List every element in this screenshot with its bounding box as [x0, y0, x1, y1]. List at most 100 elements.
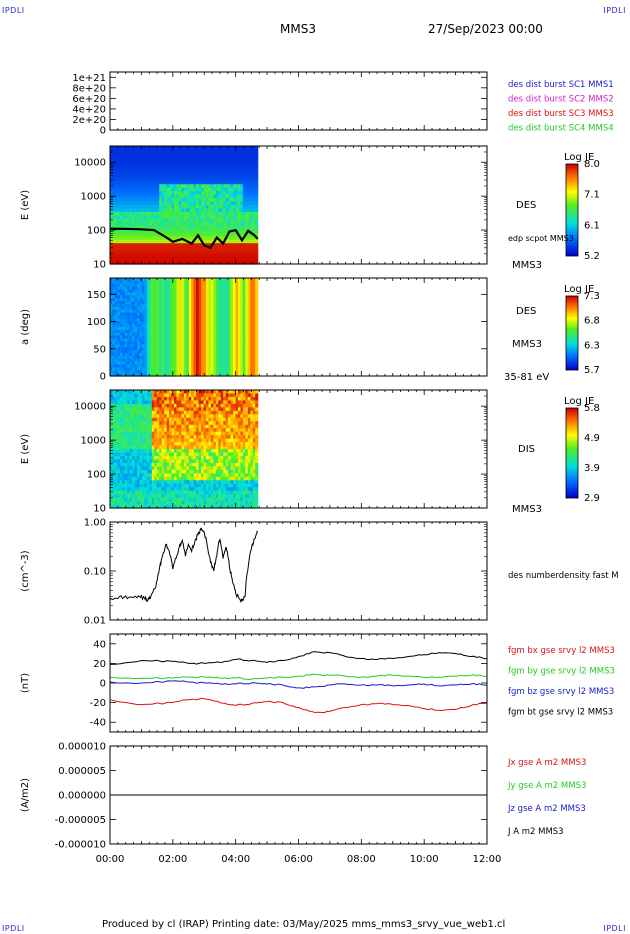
heatmap-cell	[220, 341, 224, 345]
heatmap-cell	[208, 170, 212, 175]
heatmap-cell	[186, 341, 190, 345]
heatmap-cell	[208, 352, 212, 357]
heatmap-cell	[127, 350, 131, 354]
heatmap-cell	[146, 243, 150, 248]
heatmap-cell	[223, 208, 227, 213]
heatmap-cell	[127, 301, 131, 305]
heatmap-cell	[124, 301, 128, 305]
heatmap-cell	[141, 292, 146, 296]
heatmap-cell	[210, 324, 214, 328]
heatmap-cell	[164, 341, 168, 345]
heatmap-cell	[137, 146, 141, 151]
heatmap-cell	[151, 370, 155, 374]
heatmap-cell	[208, 243, 212, 248]
heatmap-cell	[250, 312, 254, 317]
heatmap-cell	[119, 361, 123, 366]
heatmap-cell	[235, 236, 239, 241]
heatmap-cell	[164, 156, 168, 161]
heatmap-cell	[252, 229, 256, 234]
heatmap-cell	[186, 198, 190, 203]
heatmap-cell	[188, 180, 192, 185]
heatmap-cell	[122, 332, 126, 337]
heatmap-cell	[144, 205, 148, 210]
heatmap-cell	[181, 327, 185, 331]
heatmap-cell	[139, 407, 143, 412]
heatmap-cell	[235, 292, 239, 296]
heatmap-cell	[198, 187, 202, 192]
heatmap-cell	[208, 289, 212, 294]
heatmap-cell	[110, 504, 114, 509]
heatmap-cell	[218, 347, 222, 351]
heatmap-cell	[225, 205, 229, 210]
heatmap-cell	[149, 358, 153, 363]
heatmap-cell	[146, 292, 150, 296]
heatmap-cell	[141, 170, 146, 175]
heatmap-cell	[173, 312, 178, 317]
heatmap-cell	[213, 257, 217, 262]
heatmap-cell	[110, 332, 114, 337]
heatmap-cell	[247, 191, 251, 196]
heatmap-cell	[137, 260, 141, 265]
heatmap-cell	[252, 159, 256, 164]
heatmap-cell	[188, 149, 192, 154]
heatmap-cell	[201, 177, 205, 182]
heatmap-cell	[223, 318, 227, 322]
heatmap-cell	[178, 303, 182, 308]
heatmap-cell	[205, 205, 210, 210]
heatmap-cell	[129, 222, 133, 227]
heatmap-cell	[235, 170, 239, 175]
heatmap-cell	[218, 166, 222, 171]
heatmap-cell	[247, 361, 251, 366]
heatmap-cell	[193, 225, 197, 230]
heatmap-cell	[252, 324, 256, 328]
heatmap-cell	[218, 243, 222, 248]
heatmap-cell	[205, 301, 210, 305]
heatmap-cell	[223, 222, 227, 227]
heatmap-cell	[132, 222, 136, 227]
heatmap-cell	[124, 173, 128, 178]
heatmap-cell	[129, 462, 133, 467]
heatmap-cell	[213, 218, 217, 223]
heatmap-cell	[176, 352, 180, 357]
heatmap-cell	[112, 445, 116, 450]
heatmap-cell	[119, 490, 123, 495]
heatmap-cell	[127, 211, 131, 217]
heatmap-cell	[171, 301, 175, 305]
heatmap-cell	[149, 329, 153, 334]
heatmap-cell	[242, 289, 246, 294]
heatmap-cell	[159, 194, 163, 199]
heatmap-cell	[213, 321, 217, 325]
heatmap-cell	[112, 298, 116, 302]
heatmap-cell	[191, 198, 195, 203]
heatmap-cell	[183, 318, 187, 322]
heatmap-cell	[154, 173, 158, 178]
heatmap-cell	[176, 289, 180, 294]
heatmap-cell	[252, 355, 256, 360]
colorbar-title: Log JE	[564, 284, 594, 295]
heatmap-cell	[132, 329, 136, 334]
heatmap-cell	[166, 327, 170, 331]
heatmap-cell	[139, 459, 143, 464]
heatmap-cell	[210, 166, 214, 171]
heatmap-cell	[237, 250, 242, 255]
heatmap-cell	[141, 490, 146, 495]
heatmap-cell	[139, 466, 143, 471]
heatmap-cell	[250, 225, 254, 230]
heatmap-cell	[112, 364, 116, 368]
heatmap-cell	[129, 341, 133, 345]
heatmap-cell	[183, 367, 187, 371]
heatmap-cell	[141, 417, 146, 422]
heatmap-cell	[252, 191, 256, 196]
heatmap-cell	[166, 191, 170, 196]
heatmap-cell	[122, 449, 126, 454]
heatmap-cell	[250, 324, 254, 328]
heatmap-cell	[110, 306, 114, 311]
heatmap-cell	[255, 225, 259, 230]
heatmap-cell	[237, 239, 242, 244]
heatmap-cell	[166, 187, 170, 192]
heatmap-cell	[124, 410, 128, 415]
heatmap-cell	[210, 367, 214, 371]
heatmap-cell	[233, 341, 237, 345]
heatmap-cell	[181, 370, 185, 374]
heatmap-cell	[154, 309, 158, 314]
